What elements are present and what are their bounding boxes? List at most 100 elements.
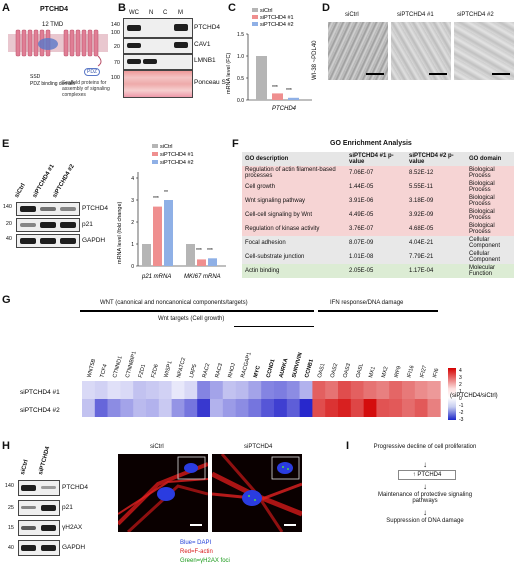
panel-h-legend-gh2ax: Green=γH2AX foci bbox=[180, 558, 230, 564]
arrow-down-icon: ↓ bbox=[423, 508, 427, 517]
legend-label-si2: siPTCHD4 #2 bbox=[160, 160, 194, 166]
panel-g-wnt-bracket bbox=[80, 310, 314, 312]
panel-h-mw-140: 140 bbox=[4, 483, 14, 489]
panel-g-cell bbox=[376, 399, 390, 417]
go-header-p2: siPTCHD4 #2 p-value bbox=[409, 153, 454, 165]
panel-b-row-lmnb1: LMNB1 bbox=[194, 57, 216, 64]
go-cell-p1: 4.49E-05 bbox=[349, 212, 374, 218]
panel-e-sig-p21-1: *** bbox=[153, 196, 159, 202]
go-cell-p1: 1.01E-08 bbox=[349, 254, 374, 260]
go-cell-p1: 1.44E-05 bbox=[349, 184, 374, 190]
panel-h-blot-gapdh bbox=[18, 540, 60, 556]
panel-c-sig2: *** bbox=[286, 88, 292, 94]
panel-b-blot-ptchd4 bbox=[123, 18, 193, 38]
go-header-p1: siPTCHD4 #1 p-value bbox=[349, 153, 394, 165]
go-cell-domain: Biological Process bbox=[469, 181, 495, 193]
legend-label-si1: siPTCHD4 #1 bbox=[160, 152, 194, 158]
go-table-row: Cell-cell signaling by Wnt 4.49E-05 3.92E-… bbox=[242, 208, 514, 222]
panel-g-cell bbox=[389, 381, 403, 399]
panel-c-legend: siCtrl siPTCHD4 #1 siPTCHD4 #2 bbox=[252, 8, 294, 28]
panel-g-gene-label: RAC2 bbox=[202, 363, 212, 379]
panel-h-if-si bbox=[212, 454, 302, 532]
go-cell-p2: 8.52E-12 bbox=[409, 170, 434, 176]
panel-i-step4: Suppression of DNA damage bbox=[386, 518, 464, 524]
panel-g-gene-label: SURVIVIN bbox=[291, 352, 304, 379]
panel-g-gene-label: CTNND1 bbox=[112, 355, 124, 378]
panel-e-sig-mki-1: *** bbox=[196, 248, 202, 254]
panel-h-lane-sictrl: siCtrl bbox=[20, 459, 30, 476]
panel-e-ytick: 4 bbox=[131, 176, 134, 182]
panel-g-gene-label: MYC bbox=[253, 365, 262, 378]
panel-g-cell bbox=[146, 381, 160, 399]
panel-c-ytick: 1.5 bbox=[237, 32, 244, 38]
panel-g-cell bbox=[133, 399, 147, 417]
panel-g-gene-label: IFI6 bbox=[432, 368, 440, 379]
go-cell-description: Regulation of kinase activity bbox=[245, 226, 320, 232]
panel-g-colorbar-tick: -3 bbox=[459, 417, 464, 423]
panel-g-row1-label: siPTCHD4 #1 bbox=[20, 389, 60, 396]
panel-g-cell bbox=[235, 399, 249, 417]
panel-e-ylabel: mRNA level (fold change) bbox=[117, 201, 123, 264]
panel-f-title: GO Enrichment Analysis bbox=[330, 140, 412, 147]
panel-g-gene-label: OAS1 bbox=[317, 363, 327, 379]
panel-g-cell bbox=[325, 381, 339, 399]
ssd-domain-shape bbox=[38, 38, 58, 50]
panel-b-mw-20: 20 bbox=[113, 44, 120, 50]
panel-g-gene-label: WISP1 bbox=[163, 360, 173, 378]
legend-swatch-sictrl bbox=[252, 8, 258, 12]
panel-g-cell bbox=[350, 381, 364, 399]
panel-b-mw-140: 140 bbox=[110, 22, 120, 28]
panel-h-legend-dapi: Blue= DAPI bbox=[180, 540, 212, 546]
panel-c-bars bbox=[256, 56, 299, 100]
panel-g-cell bbox=[82, 381, 96, 399]
go-cell-p2: 4.04E-21 bbox=[409, 240, 434, 246]
panel-g-cell bbox=[286, 381, 300, 399]
panel-e-bar bbox=[142, 244, 151, 266]
go-cell-p1: 2.05E-05 bbox=[349, 268, 374, 274]
panel-g-cell bbox=[120, 381, 134, 399]
panel-c-bar-3 bbox=[288, 97, 299, 100]
panel-h-blot-p21 bbox=[18, 500, 60, 516]
panel-b-mw-100: 100 bbox=[110, 30, 120, 36]
panel-g-gene-label: LRP5 bbox=[189, 364, 198, 379]
panel-g-gene-label: IFI27 bbox=[419, 365, 428, 379]
go-cell-domain: Biological Process bbox=[469, 195, 495, 207]
go-cell-description: Actin binding bbox=[245, 268, 280, 274]
panel-h-row-ptchd4: PTCHD4 bbox=[62, 484, 89, 491]
go-cell-p2: 1.17E-04 bbox=[409, 268, 434, 274]
legend-swatch-si2 bbox=[152, 160, 158, 164]
go-cell-p1: 3.76E-07 bbox=[349, 226, 374, 232]
panel-e-sig-p21-2: ** bbox=[164, 190, 168, 196]
panel-c-chart: siCtrl siPTCHD4 #1 siPTCHD4 #2 0.0 0.5 1.0… bbox=[226, 8, 312, 112]
panel-h-row-gapdh: GAPDH bbox=[62, 544, 86, 551]
panel-g-cell bbox=[184, 399, 198, 417]
go-table-row: Cell growth 1.44E-05 5.55E-11 Biological Pr… bbox=[242, 180, 514, 194]
panel-e-ytick: 1 bbox=[131, 242, 134, 248]
panel-e-mw-20: 20 bbox=[5, 221, 12, 227]
go-table-row: Cell-substrate junction 1.01E-08 7.79E-21 C… bbox=[242, 250, 514, 264]
nucleus-shape bbox=[157, 487, 175, 501]
panel-i-step1: Progressive decline of cell proliferatio… bbox=[373, 444, 477, 450]
panel-g-gene-labels: WNT5B TCF4 CTNND1 CTNNBIP1 FZD1 FZD6 WISP1 NFAT… bbox=[87, 351, 441, 379]
panel-e-letter: E bbox=[2, 138, 10, 150]
panel-g-gene-label: CCND1 bbox=[266, 359, 277, 379]
panel-e-row-ptchd4: PTCHD4 bbox=[82, 205, 109, 212]
panel-g-gene-label: RAC3 bbox=[215, 363, 225, 379]
panel-g-cell bbox=[94, 399, 108, 417]
panel-c-xlabel: PTCHD4 bbox=[272, 106, 297, 112]
panel-g-cell bbox=[158, 381, 172, 399]
panel-g-gene-label: NFATC2 bbox=[176, 357, 187, 379]
panel-i-step2: ↑ PTCHD4 bbox=[398, 470, 456, 480]
panel-g-cell bbox=[376, 381, 390, 399]
panel-h-row-gh2ax: γH2AX bbox=[62, 524, 83, 531]
panel-h-legend-factin: Red=F-actin bbox=[180, 549, 213, 555]
panel-g-colorbar bbox=[448, 368, 456, 420]
panel-g-cell bbox=[286, 399, 300, 417]
panel-a-ssd-label: SSD bbox=[30, 74, 41, 80]
panel-h-blot-ptchd4 bbox=[18, 480, 60, 496]
panel-d-side-label: WI-38 ~PDL40 bbox=[312, 40, 318, 80]
legend-label-si1: siPTCHD4 #1 bbox=[260, 15, 294, 21]
panel-b-blot-cav1 bbox=[123, 38, 193, 54]
panel-e-bar bbox=[153, 206, 162, 266]
go-table-row: Actin binding 2.05E-05 1.17E-04 Molecular F… bbox=[242, 264, 514, 278]
